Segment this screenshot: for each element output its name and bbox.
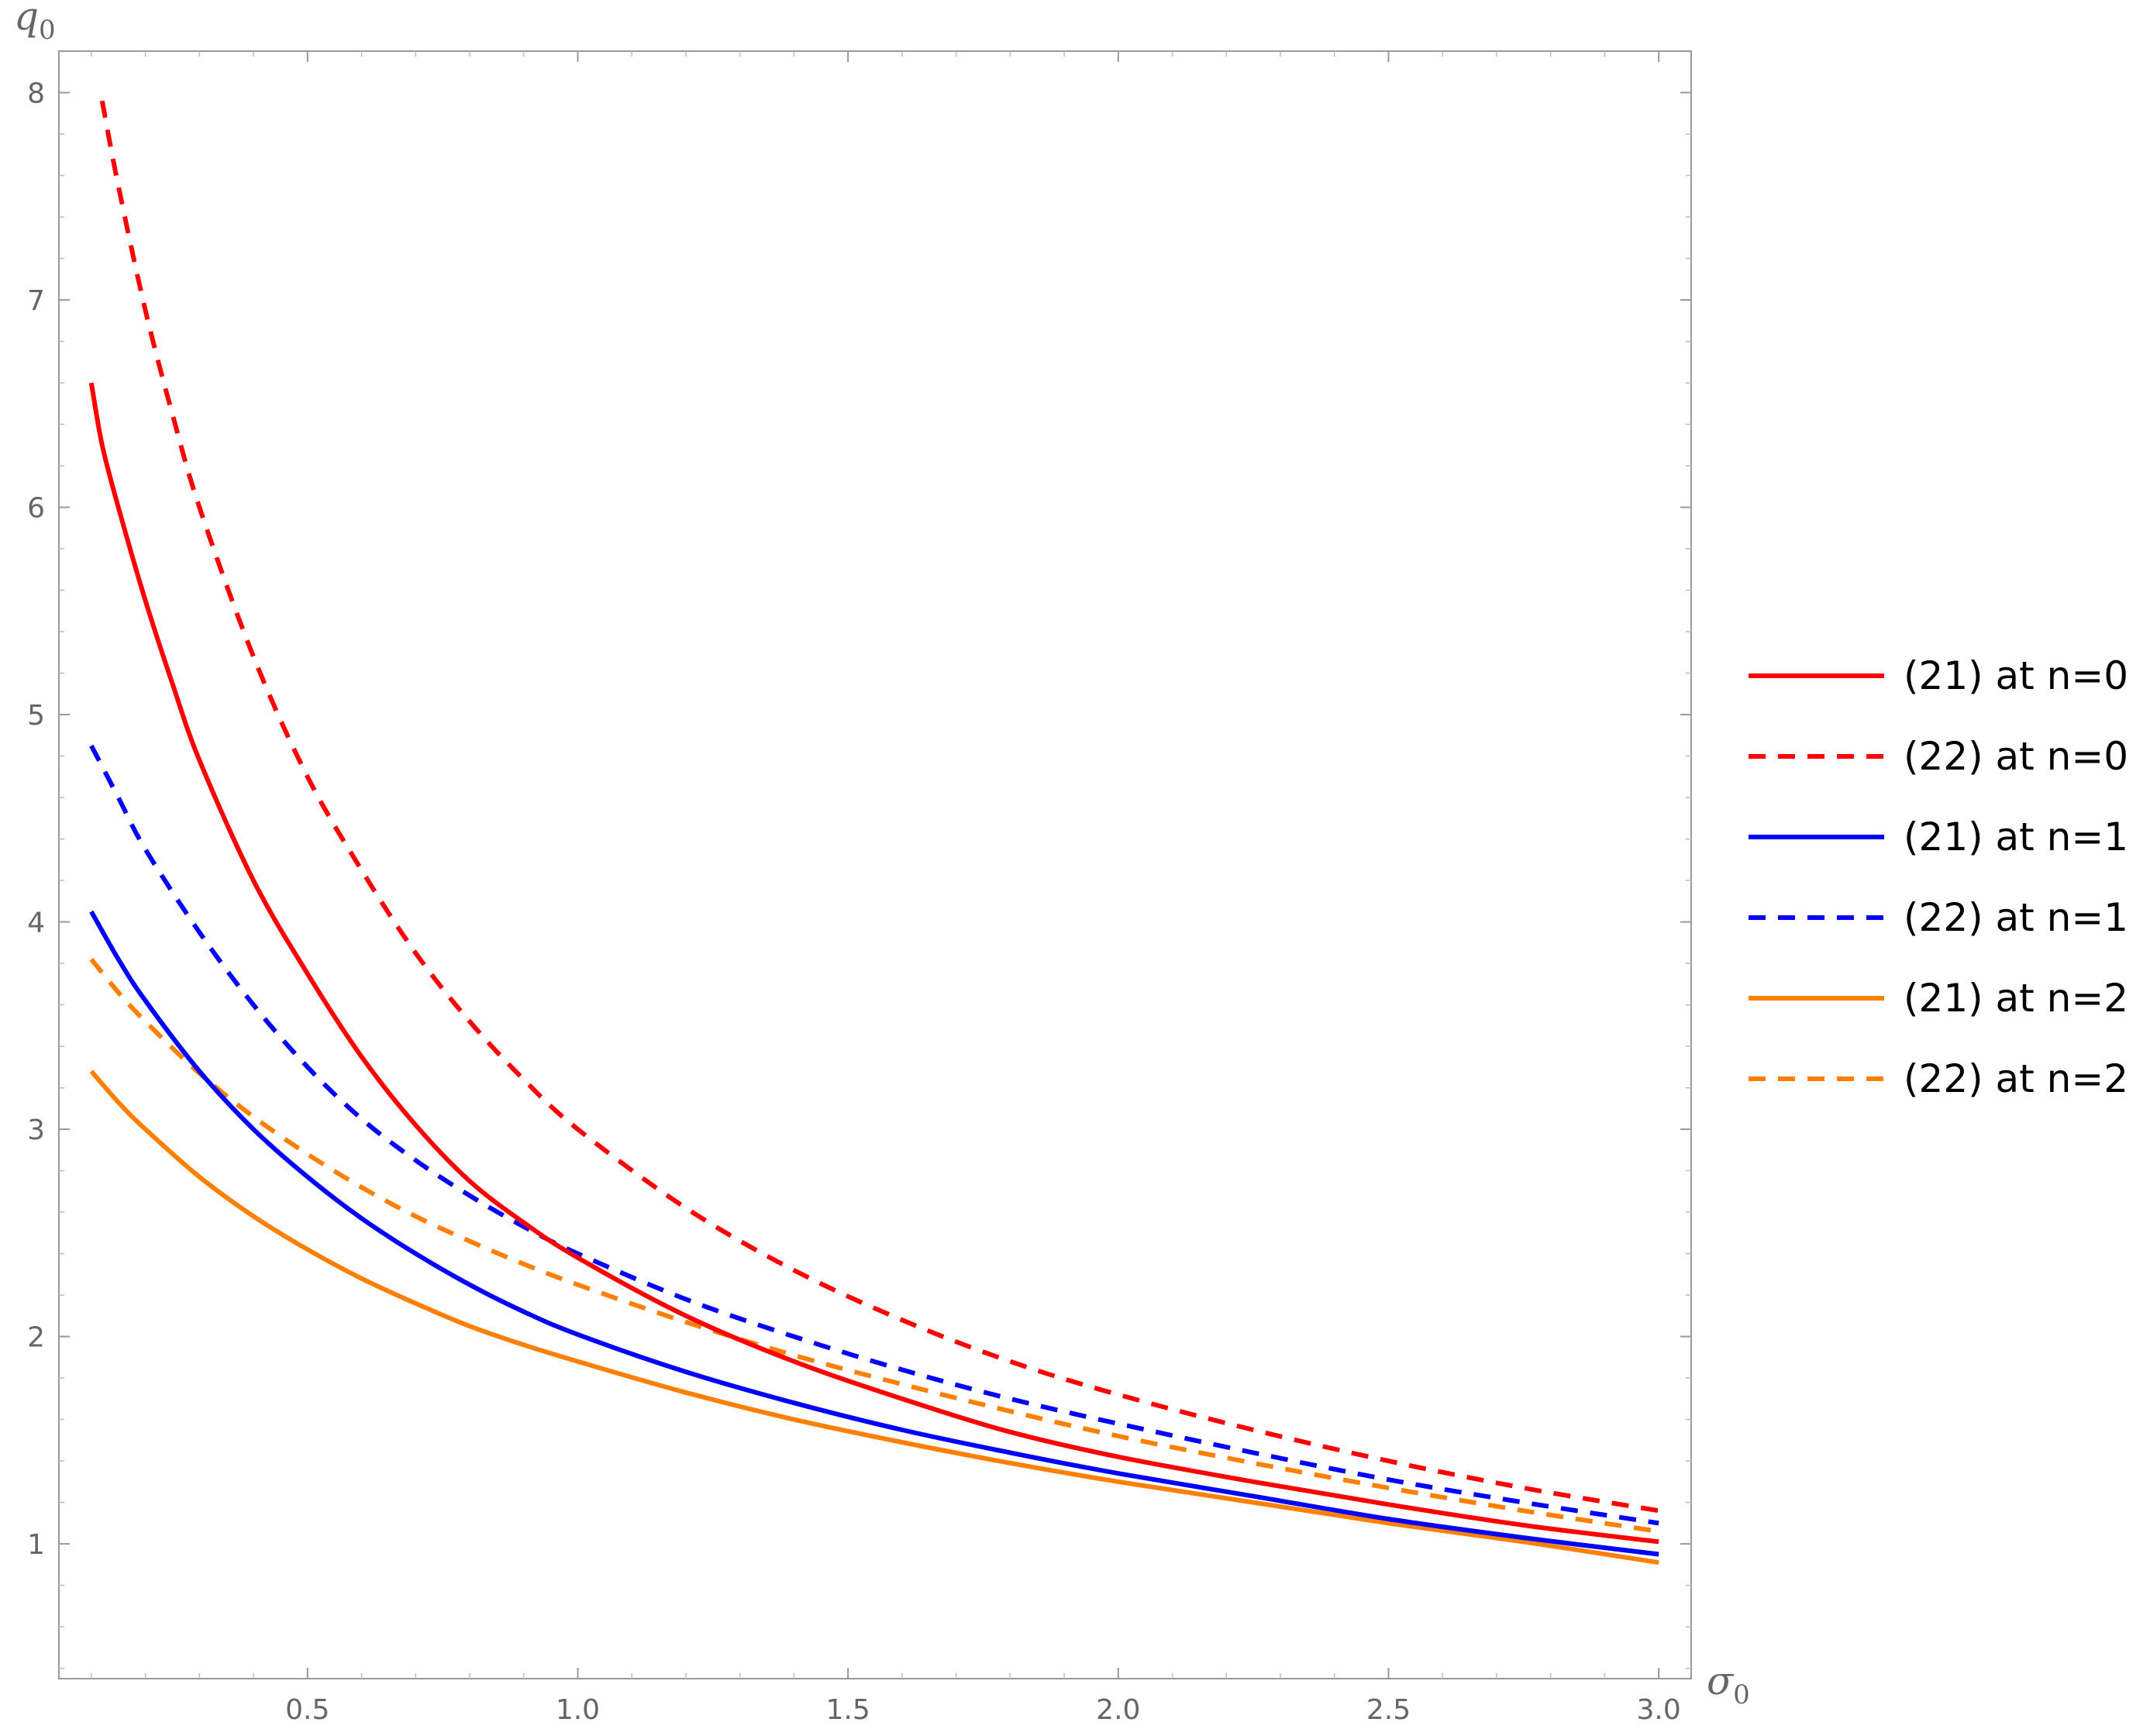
y-tick-label: 8 (27, 78, 45, 110)
series-line-3 (89, 744, 1659, 1526)
legend-item: (22) at n=2 (1749, 1056, 2128, 1101)
x-axis-label-main: σ (1707, 1658, 1735, 1703)
x-tick-label: 1.0 (556, 1694, 600, 1726)
x-tick-label: 3.0 (1637, 1694, 1681, 1726)
legend: (21) at n=0 (22) at n=0 (21) at n=1 (22) at… (1749, 653, 2128, 1101)
y-tick-label: 6 (27, 493, 45, 525)
legend-item: (22) at n=1 (1749, 895, 2128, 940)
x-axis-label-sub: 0 (1733, 1679, 1750, 1710)
series-layer (88, 100, 1659, 1566)
legend-item: (22) at n=0 (1749, 734, 2128, 779)
legend-label: (22) at n=1 (1904, 895, 2128, 940)
legend-label: (22) at n=2 (1904, 1056, 2128, 1101)
legend-item: (21) at n=2 (1749, 976, 2128, 1021)
x-axis-label: σ0 (1707, 1658, 1750, 1710)
legend-item: (21) at n=0 (1749, 653, 2128, 698)
y-tick-label: 5 (27, 700, 45, 732)
series-line-4 (89, 1070, 1659, 1566)
y-tick-label: 4 (27, 908, 45, 939)
y-axis-label-sub: 0 (39, 15, 56, 46)
legend-label: (22) at n=0 (1904, 734, 2128, 779)
x-tick-label: 0.5 (285, 1694, 329, 1726)
tick-layer: 0.5 1.0 1.5 2.0 2.5 3.0 1 2 3 4 5 6 7 8 (27, 51, 1691, 1726)
y-axis-label: q0 (14, 0, 56, 46)
series-line-0 (88, 382, 1659, 1545)
x-tick-label: 1.5 (825, 1694, 870, 1726)
x-tick-label: 2.5 (1366, 1694, 1411, 1726)
y-axis-label-main: q (14, 0, 39, 39)
y-tick-label: 1 (27, 1529, 45, 1561)
legend-label: (21) at n=2 (1904, 976, 2128, 1021)
series-line-1 (99, 100, 1659, 1514)
y-tick-label: 2 (27, 1322, 45, 1354)
y-tick-label: 7 (27, 285, 45, 317)
legend-item: (21) at n=1 (1749, 815, 2128, 859)
y-tick-label: 3 (27, 1114, 45, 1146)
plot-frame (58, 50, 1692, 1679)
series-line-5 (89, 957, 1659, 1534)
x-tick-label: 2.0 (1096, 1694, 1140, 1726)
legend-label: (21) at n=1 (1904, 815, 2128, 859)
series-line-2 (89, 910, 1659, 1557)
legend-label: (21) at n=0 (1904, 653, 2128, 698)
